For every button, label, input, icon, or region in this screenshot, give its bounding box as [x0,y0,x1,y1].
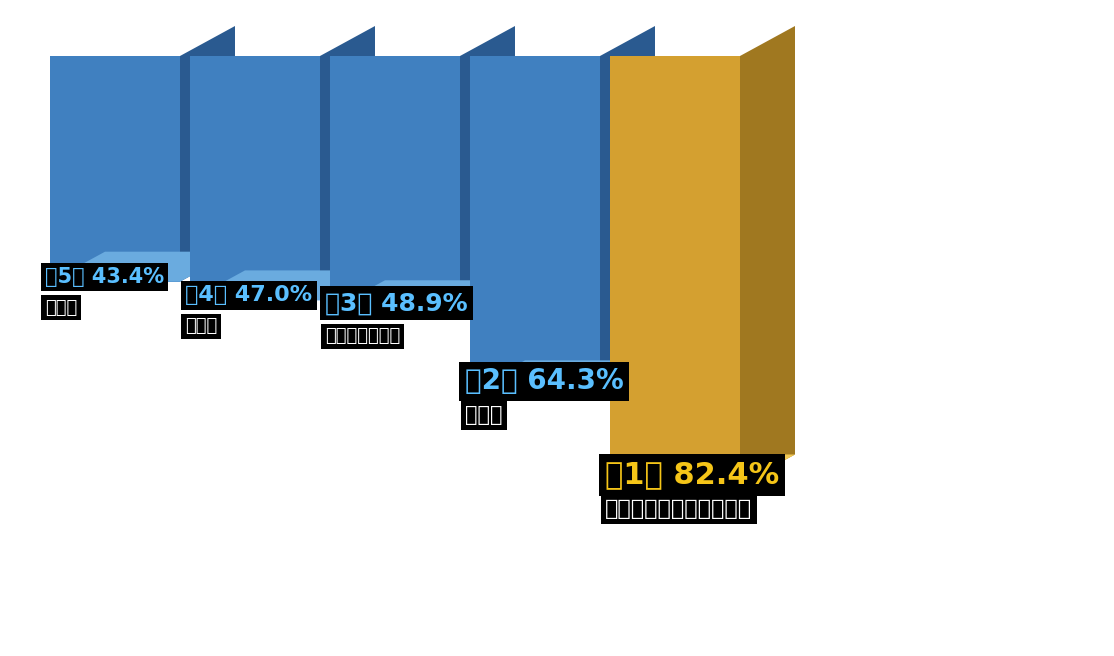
Text: 第1位 82.4%: 第1位 82.4% [605,461,780,489]
Text: 第5位 43.4%: 第5位 43.4% [45,267,164,287]
Polygon shape [600,26,655,390]
Text: 第2位 64.3%: 第2位 64.3% [465,367,624,396]
Polygon shape [610,455,795,485]
Text: コミュニケーション能力: コミュニケーション能力 [605,499,752,520]
Polygon shape [330,280,515,310]
Polygon shape [470,360,655,390]
Text: 協調性: 協調性 [185,318,217,335]
Polygon shape [470,56,600,390]
Polygon shape [50,56,180,281]
Polygon shape [190,56,320,300]
Polygon shape [320,26,375,300]
Polygon shape [180,26,235,281]
Text: 第4位 47.0%: 第4位 47.0% [185,285,312,306]
Text: 第3位 48.9%: 第3位 48.9% [325,291,468,316]
Polygon shape [460,26,515,310]
Text: チャレンジ精神: チャレンジ精神 [325,327,400,345]
Polygon shape [50,252,235,281]
Polygon shape [330,56,460,310]
Polygon shape [740,26,795,485]
Text: 主体性: 主体性 [465,405,502,425]
Polygon shape [190,270,375,300]
Text: 誠実性: 誠実性 [45,298,77,317]
Polygon shape [610,56,740,485]
